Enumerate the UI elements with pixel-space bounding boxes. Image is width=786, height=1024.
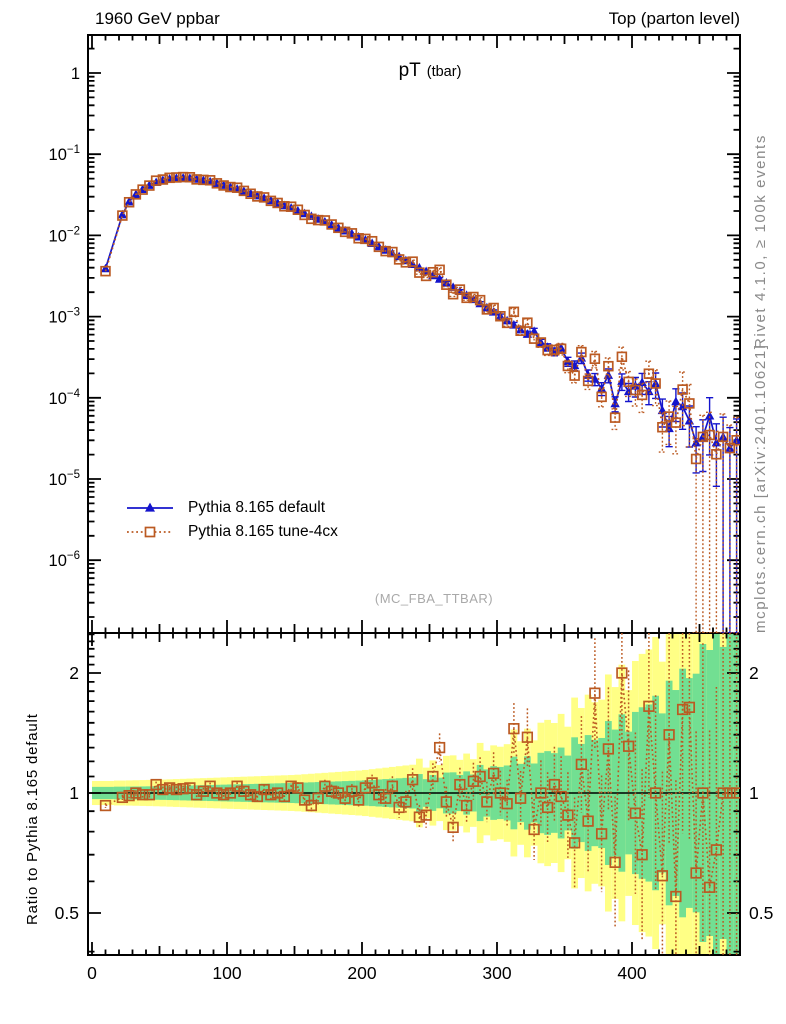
header-beam-energy: 1960 GeV ppbar <box>95 9 220 28</box>
svg-text:10−5: 10−5 <box>49 469 80 489</box>
header-analysis-group: Top (parton level) <box>608 9 740 28</box>
legend-item-default: Pythia 8.165 default <box>126 496 338 520</box>
svg-text:10−1: 10−1 <box>49 144 80 164</box>
svg-text:100: 100 <box>212 963 241 983</box>
legend-label-default: Pythia 8.165 default <box>188 499 326 516</box>
legend-marker-tune4cx-icon <box>127 526 173 538</box>
svg-text:1: 1 <box>749 783 759 803</box>
svg-text:2: 2 <box>749 663 759 683</box>
svg-text:1: 1 <box>71 65 80 83</box>
svg-text:400: 400 <box>617 963 646 983</box>
svg-text:0: 0 <box>87 963 97 983</box>
plot-title-particle: (tbar) <box>426 64 462 80</box>
legend-item-tune4cx: Pythia 8.165 tune-4cx <box>126 520 338 544</box>
svg-text:10−2: 10−2 <box>49 225 80 245</box>
svg-text:0.5: 0.5 <box>55 903 79 923</box>
plot-title: pT (tbar) <box>310 60 550 82</box>
legend: Pythia 8.165 default Pythia 8.165 tune-4… <box>126 496 338 544</box>
side-text-generator-info: Rivet 4.1.0, ≥ 100k events <box>752 134 769 349</box>
legend-marker-default-icon <box>127 502 173 512</box>
watermark-analysis-id: (MC_FBA_TTBAR) <box>374 591 494 606</box>
svg-text:10−6: 10−6 <box>49 550 80 570</box>
svg-text:1: 1 <box>69 783 79 803</box>
ratio-axis-label: Ratio to Pythia 8.165 default <box>24 713 41 925</box>
svg-text:10−4: 10−4 <box>49 388 81 408</box>
svg-text:200: 200 <box>347 963 376 983</box>
svg-text:0.5: 0.5 <box>749 903 773 923</box>
legend-label-tune4cx: Pythia 8.165 tune-4cx <box>188 523 338 540</box>
side-text-mcplots-ref: mcplots.cern.ch [arXiv:2401.10621] <box>752 343 769 633</box>
svg-text:300: 300 <box>482 963 511 983</box>
svg-text:10−3: 10−3 <box>49 307 80 327</box>
plot-title-observable: pT <box>398 60 421 81</box>
svg-text:2: 2 <box>69 663 79 683</box>
